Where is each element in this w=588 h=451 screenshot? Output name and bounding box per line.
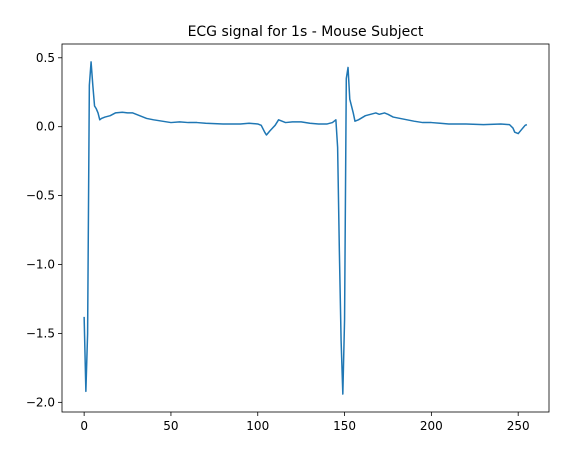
y-tick-label: 0.5 bbox=[36, 51, 55, 65]
y-tick-label: −1.5 bbox=[26, 326, 55, 340]
chart-title: ECG signal for 1s - Mouse Subject bbox=[188, 24, 424, 40]
y-tick-label: −0.5 bbox=[26, 189, 55, 203]
line bbox=[83, 61, 528, 395]
x-tick-label: 200 bbox=[420, 419, 443, 433]
y-tick-label: 0.0 bbox=[36, 120, 55, 134]
x-tick-label: 100 bbox=[246, 419, 269, 433]
plot-frame bbox=[61, 43, 550, 413]
x-tick-label: 50 bbox=[163, 419, 178, 433]
x-tick-label: 250 bbox=[507, 419, 530, 433]
y-tick-label: −1.0 bbox=[26, 258, 55, 272]
x-tick-label: 150 bbox=[333, 419, 356, 433]
y-tick-label: −2.0 bbox=[26, 395, 55, 409]
x-tick-label: 0 bbox=[80, 419, 88, 433]
